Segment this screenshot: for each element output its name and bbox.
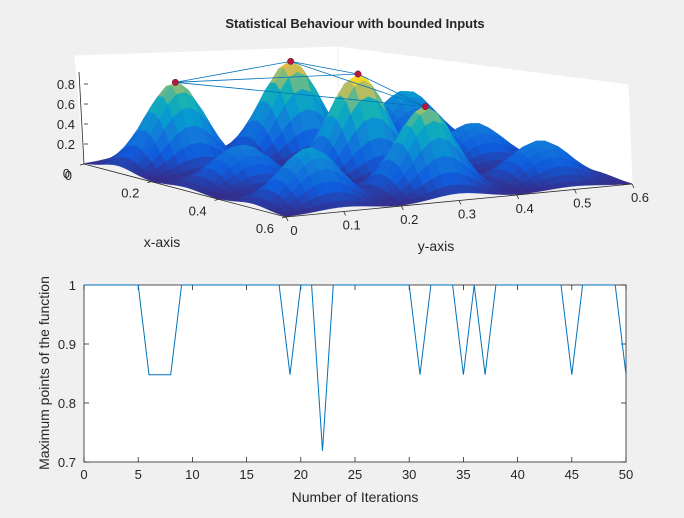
surface-ytick-label: 0.5: [573, 196, 591, 211]
surface-ytick: [400, 205, 404, 211]
surface-patch: [280, 213, 296, 217]
marker-link: [175, 60, 291, 83]
line-xlabel: Number of Iterations: [292, 489, 419, 505]
surface-xtick: [214, 198, 219, 201]
surface-xtick-label: 0.6: [256, 221, 274, 236]
max-point-marker: [171, 78, 179, 86]
marker-link: [175, 81, 426, 108]
surface-ytick-label: 0.6: [631, 190, 649, 205]
surface-title: Statistical Behaviour with bounded Input…: [225, 16, 484, 31]
line-ylabel: Maximum points of the function: [36, 276, 52, 470]
surface-ytick-label: 0.2: [400, 212, 418, 227]
line-ticks: 0 5 10 15 20 25 30 35 40 45 50 0.7 0.8 0.9 1: [58, 278, 633, 482]
line-xtick-label: 45: [565, 467, 579, 482]
z-axis-line: [78, 71, 85, 165]
max-point-marker: [421, 103, 429, 111]
marker-link: [290, 60, 359, 75]
marker-link: [290, 60, 426, 108]
line-ytick-label: 0.9: [58, 337, 76, 352]
surface-xtick: [147, 181, 152, 184]
surface-ytick-label: 0: [290, 223, 297, 238]
line-xtick-label: 15: [239, 467, 253, 482]
surface-ztick-label: 0: [63, 166, 70, 181]
surface-ztick-label: 0.4: [57, 117, 75, 132]
surface-ztick-label: 0.2: [57, 137, 75, 152]
line-ytick-label: 1: [69, 278, 76, 293]
line-xtick-label: 30: [402, 467, 416, 482]
marker-link: [175, 73, 359, 83]
max-point-marker: [354, 70, 362, 78]
line-xtick-label: 5: [135, 467, 142, 482]
surface-ticks: 0 0.2 0.4 0.6 0 0.1 0.2 0.3 0.4 0.5 0.6 0.2 0.4 0.6 0.…: [57, 77, 649, 238]
line-xtick-label: 50: [619, 467, 633, 482]
surface-ytick: [631, 183, 635, 189]
marker-layer: [171, 57, 429, 111]
surface-plot[interactable]: Statistical Behaviour with bounded Input…: [57, 16, 649, 254]
line-xtick-label: 10: [185, 467, 199, 482]
line-series: [84, 284, 627, 451]
surface-xtick: [281, 216, 287, 219]
line-xtick-label: 0: [80, 467, 87, 482]
surface-ylabel: y-axis: [418, 238, 455, 254]
surface-xtick-label: 0.4: [189, 203, 207, 218]
surface-ytick-label: 0.4: [516, 201, 534, 216]
surface-ytick-label: 0.3: [458, 207, 476, 222]
surface-ytick-label: 0.1: [343, 218, 361, 233]
surface-ytick: [285, 216, 289, 222]
surface-ztick-label: 0.8: [57, 77, 75, 92]
surface-xlabel: x-axis: [144, 234, 181, 250]
line-xtick-label: 25: [348, 467, 362, 482]
max-point-marker: [287, 57, 295, 65]
surface-layer: [83, 61, 633, 217]
surface-xtick-label: 0.2: [121, 186, 139, 201]
surface-ytick: [573, 189, 577, 194]
x-axis-line: [83, 163, 287, 218]
surface-ztick-label: 0.6: [57, 97, 75, 112]
surface-xtick-label: 0: [65, 168, 72, 183]
line-ytick-label: 0.7: [58, 455, 76, 470]
surface-xtick: [79, 163, 85, 166]
line-plot[interactable]: 0 5 10 15 20 25 30 35 40 45 50 0.7 0.8 0.9 1 Number of…: [36, 276, 633, 505]
surface-ytick: [516, 194, 520, 200]
line-xtick-label: 20: [294, 467, 308, 482]
surface-ytick: [458, 200, 462, 205]
surface-ytick: [343, 211, 347, 216]
line-xtick-label: 40: [510, 467, 524, 482]
line-plot-area: [83, 284, 627, 463]
marker-link: [357, 73, 426, 108]
line-xtick-label: 35: [456, 467, 470, 482]
line-ytick-label: 0.8: [58, 396, 76, 411]
